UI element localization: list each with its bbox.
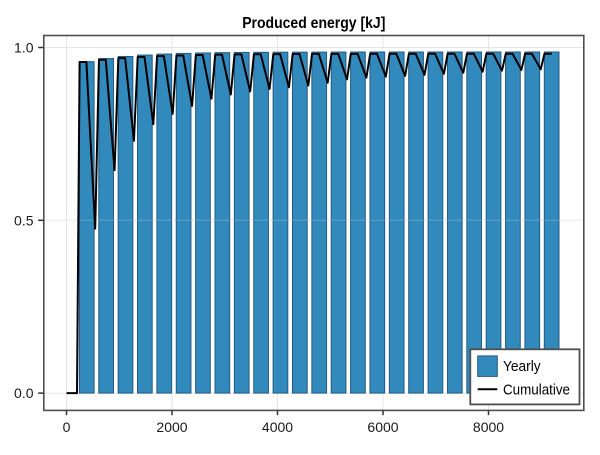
svg-text:4000: 4000	[262, 419, 293, 435]
svg-text:1.0: 1.0	[14, 40, 34, 56]
svg-text:Produced energy [kJ]: Produced energy [kJ]	[242, 15, 385, 32]
svg-text:0: 0	[63, 419, 71, 435]
svg-text:0.5: 0.5	[14, 212, 34, 228]
svg-text:2000: 2000	[156, 419, 187, 435]
svg-text:0.0: 0.0	[14, 385, 34, 401]
svg-text:Cumulative: Cumulative	[503, 381, 570, 398]
svg-text:Yearly: Yearly	[503, 358, 541, 375]
svg-text:6000: 6000	[367, 419, 398, 435]
svg-text:8000: 8000	[473, 419, 504, 435]
